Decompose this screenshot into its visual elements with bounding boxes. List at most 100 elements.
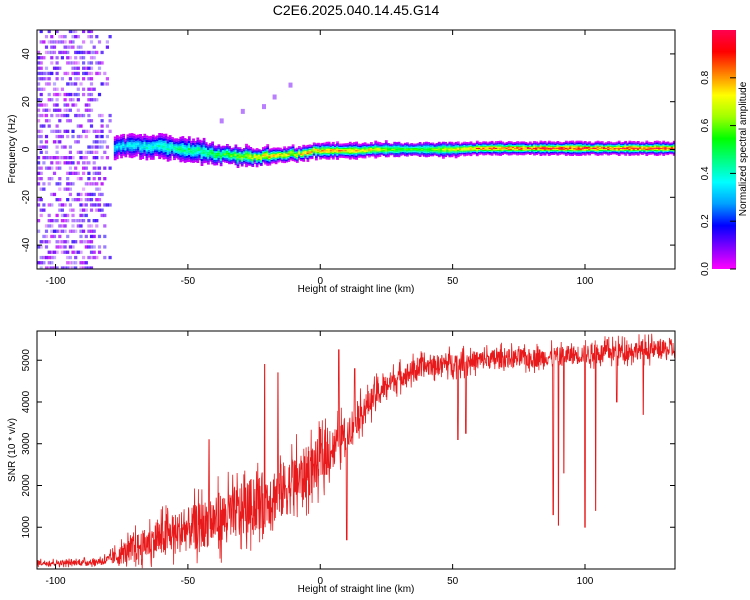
- ridge-cell: [115, 135, 119, 138]
- ridge-cell: [361, 145, 365, 147]
- ridge-cell: [492, 149, 496, 151]
- ridge-cell: [425, 154, 428, 156]
- ridge-cell: [514, 143, 517, 145]
- ridge-cell: [617, 144, 621, 146]
- noise-cell: [100, 61, 104, 65]
- ridge-cell: [605, 145, 608, 147]
- ridge-cell: [613, 148, 617, 150]
- ridge-cell: [636, 145, 640, 147]
- ridge-cell: [541, 148, 545, 150]
- ridge-cell: [446, 154, 450, 156]
- ridge-cell: [387, 145, 390, 147]
- ridge-cell: [126, 149, 130, 151]
- ridge-cell: [427, 152, 430, 155]
- noise-cell: [63, 203, 67, 207]
- ridge-cell: [160, 155, 164, 158]
- ridge-cell: [281, 153, 284, 155]
- ridge-cell: [586, 152, 589, 154]
- ridge-cell: [232, 148, 236, 151]
- ridge-cell: [469, 148, 473, 150]
- ridge-cell: [137, 150, 140, 153]
- ridge-cell: [467, 150, 471, 152]
- ridge-cell: [187, 152, 191, 155]
- ridge-cell: [471, 151, 475, 153]
- ridge-cell: [420, 143, 424, 145]
- ridge-cell: [577, 154, 581, 156]
- ridge-cell: [482, 147, 486, 149]
- x-tick-label: -50: [181, 576, 196, 587]
- ridge-cell: [251, 154, 255, 157]
- ridge-cell: [499, 147, 502, 149]
- ridge-cell: [435, 145, 439, 147]
- ridge-cell: [408, 143, 411, 145]
- ridge-cell: [666, 148, 670, 150]
- noise-cell: [84, 50, 88, 55]
- ridge-cell: [357, 154, 361, 156]
- noise-cell: [74, 92, 78, 97]
- ridge-cell: [490, 143, 494, 145]
- ridge-cell: [486, 147, 490, 149]
- ridge-cell: [281, 157, 284, 159]
- ridge-cell: [533, 144, 536, 146]
- ridge-cell: [581, 143, 585, 145]
- ridge-cell: [558, 141, 562, 143]
- noise-cell: [95, 219, 99, 223]
- ridge-cell: [547, 148, 551, 151]
- ridge-cell: [503, 150, 507, 152]
- ridge-cell: [145, 155, 149, 159]
- ridge-cell: [325, 150, 329, 152]
- ridge-cell: [234, 150, 238, 152]
- noise-cell: [89, 234, 94, 239]
- noise-cell: [47, 124, 51, 128]
- ridge-cell: [181, 156, 185, 160]
- ridge-cell: [240, 164, 244, 167]
- noise-cell: [66, 129, 70, 133]
- ridge-cell: [132, 140, 136, 143]
- ridge-cell: [228, 149, 231, 151]
- ridge-cell: [257, 154, 261, 157]
- ridge-cell: [391, 152, 394, 154]
- noise-cell: [87, 266, 91, 269]
- ridge-cell: [437, 153, 441, 155]
- ridge-cell: [516, 148, 519, 150]
- ridge-cell: [539, 152, 543, 154]
- ridge-cell: [255, 157, 259, 159]
- ridge-cell: [531, 149, 534, 151]
- noise-cell: [95, 203, 99, 207]
- ridge-cell: [412, 146, 416, 148]
- ridge-cell: [482, 153, 486, 155]
- ridge-cell: [234, 163, 238, 166]
- ridge-cell: [160, 148, 164, 151]
- ridge-cell: [577, 151, 581, 153]
- ridge-cell: [336, 151, 339, 153]
- ridge-cell: [348, 152, 352, 155]
- ridge-cell: [596, 147, 600, 149]
- ridge-cell: [666, 145, 670, 147]
- ridge-cell: [213, 151, 217, 153]
- ridge-cell: [556, 142, 560, 144]
- noise-cell: [58, 161, 62, 165]
- ridge-cell: [245, 143, 248, 146]
- ridge-cell: [583, 148, 587, 150]
- ridge-cell: [245, 156, 248, 159]
- ridge-cell: [177, 138, 181, 141]
- ridge-cell: [672, 144, 675, 146]
- ridge-cell: [550, 145, 553, 147]
- ridge-cell: [558, 142, 562, 144]
- noise-cell: [66, 134, 70, 139]
- noise-cell: [52, 266, 57, 269]
- ridge-cell: [177, 150, 181, 153]
- ridge-cell: [639, 147, 642, 148]
- noise-cell: [84, 161, 88, 165]
- noise-cell: [97, 177, 102, 181]
- ridge-cell: [340, 156, 344, 158]
- ridge-cell: [166, 145, 170, 148]
- ridge-cell: [226, 154, 229, 157]
- ridge-cell: [630, 147, 634, 149]
- ridge-cell: [473, 152, 477, 154]
- noise-cell: [50, 224, 54, 228]
- ridge-cell: [279, 160, 282, 162]
- noise-cell: [68, 108, 72, 112]
- ridge-cell: [359, 146, 363, 148]
- noise-cell: [63, 145, 67, 149]
